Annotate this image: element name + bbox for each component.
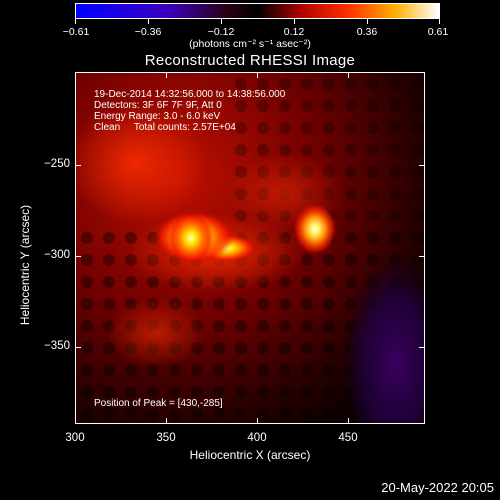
colorbar <box>75 3 440 19</box>
y-tickmark <box>75 165 81 166</box>
info-clean-counts: Clean Total counts: 2.57E+04 <box>94 122 236 133</box>
colorbar-tick-label: −0.12 <box>207 26 235 38</box>
y-tickmark <box>419 347 425 348</box>
x-axis-label: Heliocentric X (arcsec) <box>189 448 311 462</box>
colorbar-unit: (photons cm⁻² s⁻¹ asec⁻²) <box>189 38 311 50</box>
colorbar-tickmark <box>294 19 295 24</box>
colorbar-tickmark <box>367 19 368 24</box>
y-tick-label: −300 <box>44 249 70 261</box>
colorbar-gradient <box>76 4 439 18</box>
y-tick-label: −250 <box>44 158 70 170</box>
y-axis-label: Heliocentric Y (arcsec) <box>18 204 32 326</box>
x-tickmark <box>257 418 258 424</box>
y-tickmark <box>75 256 81 257</box>
x-tickmark <box>166 418 167 424</box>
y-tickmark <box>419 165 425 166</box>
colorbar-tickmark <box>221 19 222 24</box>
colorbar-tickmark <box>148 19 149 24</box>
y-tickmark <box>75 347 81 348</box>
x-tick-label: 300 <box>65 432 85 444</box>
x-tickmark <box>75 418 76 424</box>
info-energy-range: Energy Range: 3.0 - 6.0 keV <box>94 111 221 122</box>
colorbar-tickmark <box>439 19 440 24</box>
footer-timestamp: 20-May-2022 20:05 <box>381 480 494 495</box>
x-tickmark <box>257 72 258 78</box>
y-tickmark <box>419 256 425 257</box>
colorbar-tick-label: 0.36 <box>356 26 378 38</box>
info-time-range: 19-Dec-2014 14:32:56.000 to 14:38:56.000 <box>94 89 286 100</box>
colorbar-tick-label: −0.36 <box>134 26 162 38</box>
x-tickmark <box>166 72 167 78</box>
colorbar-tick-label: 0.12 <box>283 26 305 38</box>
x-tickmark <box>348 72 349 78</box>
x-tick-label: 350 <box>156 432 176 444</box>
info-detectors: Detectors: 3F 6F 7F 9F, Att 0 <box>94 100 222 111</box>
image-plot <box>75 72 425 424</box>
y-tick-label: −350 <box>44 340 70 352</box>
peak-position: Position of Peak = [430,-285] <box>94 398 223 409</box>
colorbar-tickmark <box>75 19 76 24</box>
x-tick-label: 400 <box>247 432 267 444</box>
x-tick-label: 450 <box>338 432 358 444</box>
x-tickmark <box>348 418 349 424</box>
reconstructed-image <box>76 73 424 423</box>
colorbar-tick-label: 0.61 <box>427 26 449 38</box>
colorbar-tick-label: −0.61 <box>62 26 90 38</box>
image-title: Reconstructed RHESSI Image <box>144 52 356 69</box>
